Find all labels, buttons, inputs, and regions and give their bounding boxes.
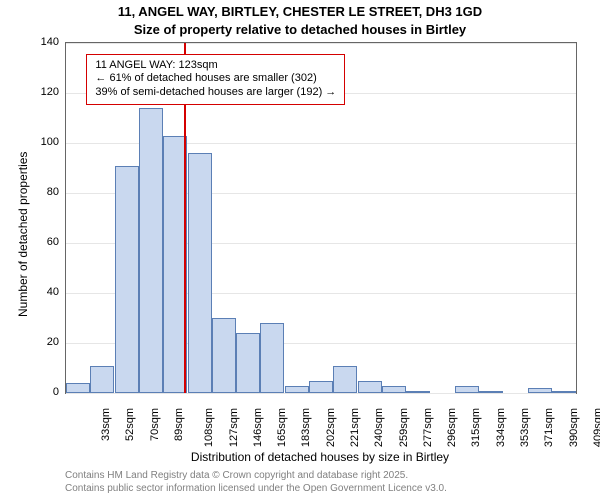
annotation-line1: 11 ANGEL WAY: 123sqm [95, 59, 336, 73]
x-tick-label: 390sqm [568, 408, 580, 447]
histogram-bar [479, 391, 503, 394]
x-tick-label: 259sqm [398, 408, 410, 447]
histogram-bar [260, 323, 284, 393]
gridline [66, 393, 576, 394]
histogram-bar [333, 366, 357, 394]
histogram-bar [212, 318, 236, 393]
footnote-line2: Contains public sector information licen… [65, 483, 447, 494]
histogram-bar [188, 153, 212, 393]
annotation-line3: 39% of semi-detached houses are larger (… [95, 86, 336, 100]
histogram-bar [115, 166, 139, 394]
x-tick-label: 353sqm [519, 408, 531, 447]
x-tick-label: 70sqm [149, 408, 161, 441]
y-tick-label: 20 [27, 336, 59, 348]
x-tick-label: 409sqm [592, 408, 600, 447]
x-tick-label: 334sqm [495, 408, 507, 447]
histogram-bar [90, 366, 114, 394]
histogram-bar [406, 391, 430, 394]
histogram-bar [358, 381, 382, 394]
y-tick-label: 60 [27, 236, 59, 248]
x-tick-label: 183sqm [301, 408, 313, 447]
histogram-bar [66, 383, 90, 393]
chart-container: 11, ANGEL WAY, BIRTLEY, CHESTER LE STREE… [0, 0, 600, 500]
chart-title-line1: 11, ANGEL WAY, BIRTLEY, CHESTER LE STREE… [0, 4, 600, 19]
y-tick-label: 80 [27, 186, 59, 198]
x-tick-label: 296sqm [446, 408, 458, 447]
histogram-bar [285, 386, 309, 394]
histogram-bar [236, 333, 260, 393]
histogram-bar [139, 108, 163, 393]
x-tick-label: 33sqm [100, 408, 112, 441]
histogram-bar [382, 386, 406, 394]
x-tick-label: 127sqm [228, 408, 240, 447]
y-tick-label: 140 [27, 36, 59, 48]
x-tick-label: 277sqm [422, 408, 434, 447]
x-tick-label: 315sqm [471, 408, 483, 447]
x-tick-label: 146sqm [252, 408, 264, 447]
histogram-bar [528, 388, 552, 393]
x-axis-label: Distribution of detached houses by size … [65, 450, 575, 464]
histogram-bar [455, 386, 479, 394]
histogram-bar [552, 391, 576, 394]
y-tick-label: 0 [27, 386, 59, 398]
histogram-bar [309, 381, 333, 394]
annotation-line2: ← 61% of detached houses are smaller (30… [95, 72, 336, 86]
y-tick-label: 40 [27, 286, 59, 298]
x-tick-label: 108sqm [203, 408, 215, 447]
x-tick-label: 89sqm [173, 408, 185, 441]
annotation-box: 11 ANGEL WAY: 123sqm ← 61% of detached h… [86, 54, 345, 105]
y-tick-label: 120 [27, 86, 59, 98]
x-tick-label: 52sqm [124, 408, 136, 441]
chart-title-line2: Size of property relative to detached ho… [0, 22, 600, 37]
plot-area: 11 ANGEL WAY: 123sqm ← 61% of detached h… [65, 42, 577, 394]
gridline [66, 43, 576, 44]
footnote-line1: Contains HM Land Registry data © Crown c… [65, 470, 408, 481]
x-tick-label: 221sqm [349, 408, 361, 447]
y-tick-label: 100 [27, 136, 59, 148]
x-tick-label: 371sqm [543, 408, 555, 447]
x-tick-label: 165sqm [276, 408, 288, 447]
x-tick-label: 240sqm [373, 408, 385, 447]
x-tick-label: 202sqm [325, 408, 337, 447]
